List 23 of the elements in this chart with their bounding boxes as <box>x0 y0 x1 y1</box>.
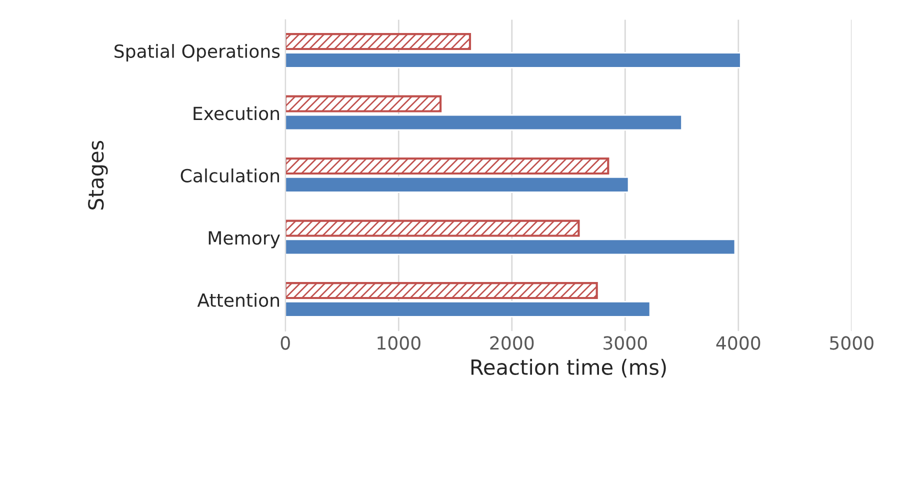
x-tick-label: 0 <box>280 336 290 350</box>
y-tick-label: Execution <box>194 106 279 120</box>
x-tick-label: 5000 <box>830 336 874 350</box>
y-tick-label: Memory <box>208 231 280 248</box>
bar <box>285 33 472 50</box>
x-tick-label: 1000 <box>378 336 420 350</box>
bar <box>285 176 630 193</box>
x-tick-label: 2000 <box>490 336 534 350</box>
y-tick-label: Spatial Operations <box>114 44 280 62</box>
bar <box>285 95 442 112</box>
bar <box>285 158 610 175</box>
x-tick-label: 4000 <box>716 336 760 350</box>
bar <box>285 282 598 300</box>
y-axis-title: Stages <box>88 140 108 210</box>
bar <box>285 52 742 68</box>
bar <box>285 114 682 131</box>
x-axis-title: Reaction time (ms) <box>471 358 666 378</box>
bar <box>285 301 651 318</box>
bar <box>285 238 736 256</box>
x-tick-label: 3000 <box>604 336 647 350</box>
y-tick-label: Attention <box>197 293 279 307</box>
bar <box>285 220 580 237</box>
y-tick-label: Calculation <box>180 168 279 182</box>
